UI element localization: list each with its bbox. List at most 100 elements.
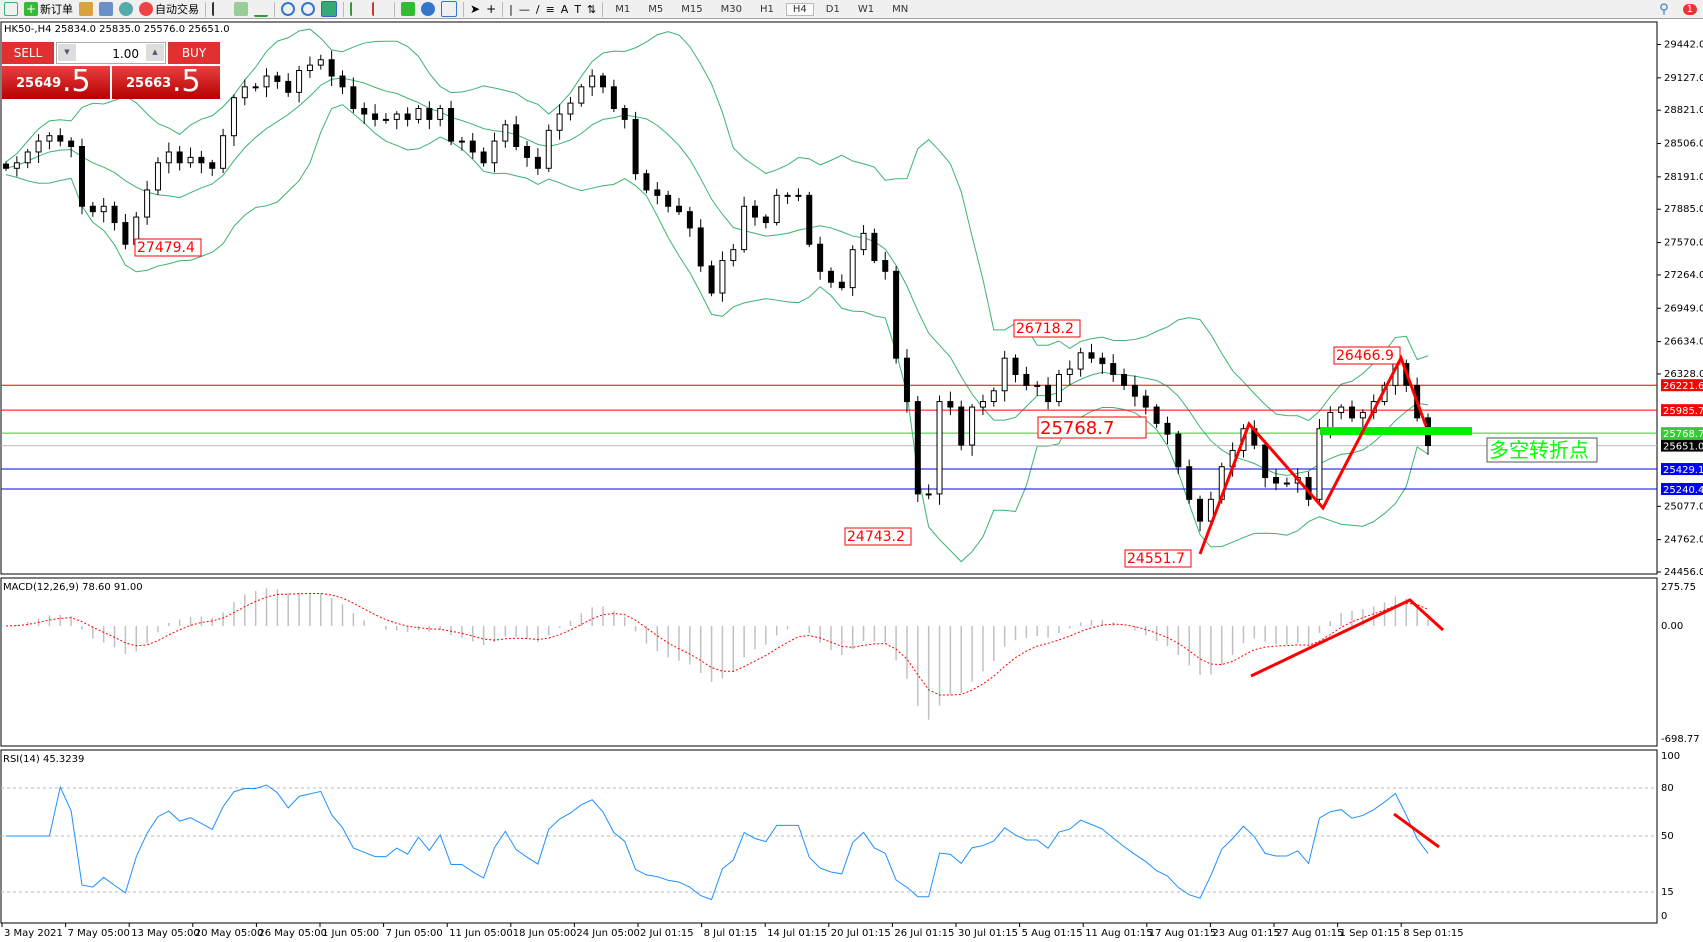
cursor-icon[interactable]: ➤ <box>470 2 481 16</box>
new-order-label: 新订单 <box>40 3 73 16</box>
timeframe-d1[interactable]: D1 <box>825 3 840 15</box>
vertical-line-icon[interactable]: | <box>509 2 513 16</box>
timeframe-m30[interactable]: M30 <box>720 3 742 15</box>
candle <box>1066 360 1073 385</box>
price-label-bg <box>1661 483 1703 496</box>
buy-button[interactable]: BUY <box>168 42 220 64</box>
candle <box>643 169 650 194</box>
timeframe-m5[interactable]: M5 <box>648 3 664 15</box>
candle-body <box>1077 352 1084 370</box>
candle-body <box>1327 411 1334 430</box>
candle-body <box>198 156 205 164</box>
macd-signal-line <box>5 592 1429 696</box>
candle-body <box>1359 411 1366 419</box>
search-icon[interactable]: ⚲ <box>1659 2 1669 17</box>
bollinger-middle <box>5 77 1429 476</box>
signals-icon[interactable] <box>119 2 133 16</box>
crosshair-icon[interactable]: + <box>486 2 497 16</box>
candle-body <box>719 260 726 294</box>
trendline-icon[interactable]: / <box>535 2 540 16</box>
metaeditor-icon[interactable] <box>79 2 93 16</box>
timeframe-h1[interactable]: H1 <box>759 3 774 15</box>
sell-price[interactable]: 25649.5 <box>2 64 110 99</box>
timeframe-m15[interactable]: M15 <box>681 3 703 15</box>
fibonacci-icon[interactable]: ≡ <box>545 2 555 16</box>
candle <box>241 79 248 106</box>
candle-body <box>860 232 867 251</box>
candle-body <box>1153 406 1160 424</box>
zoom-in-icon[interactable] <box>281 2 295 16</box>
rsi-line <box>6 784 1429 901</box>
autoscroll-icon[interactable] <box>350 2 366 16</box>
timeframe-w1[interactable]: W1 <box>857 3 875 15</box>
candle-body <box>502 124 509 142</box>
chart-shift-icon[interactable] <box>372 2 388 16</box>
magnifier-icon[interactable] <box>4 2 18 16</box>
candle <box>100 198 107 223</box>
candle-body <box>24 151 31 164</box>
price-line-label: 25429.1 <box>1663 465 1703 476</box>
sell-button[interactable]: SELL <box>2 42 54 64</box>
price-line-label: 25985.7 <box>1663 406 1703 417</box>
candle <box>676 197 683 215</box>
candle-body <box>458 140 465 143</box>
time-tick-label: 30 Jul 01:15 <box>958 928 1018 939</box>
candle <box>317 54 324 70</box>
candle-body <box>556 113 563 131</box>
timeframe-m1[interactable]: M1 <box>615 3 631 15</box>
periods-icon[interactable] <box>421 2 435 16</box>
candlestick-icon[interactable] <box>234 2 248 16</box>
text-tool-icon[interactable]: A <box>560 2 569 16</box>
toolbar: + 新订单 自动交易 ➤ + | — / ≡ A T ⇅ M1 M5 M15 M3… <box>0 0 1703 19</box>
auto-trading-button[interactable]: 自动交易 <box>139 1 199 17</box>
timeframe-mn[interactable]: MN <box>892 3 909 15</box>
candle-body <box>1012 357 1019 375</box>
price-annotation-box <box>1013 319 1081 338</box>
candle-body <box>361 108 368 115</box>
candle-body <box>1164 422 1171 435</box>
candle <box>578 84 585 107</box>
candle-body <box>806 194 813 245</box>
indicators-icon[interactable] <box>401 2 415 16</box>
rsi-tick-label: 0 <box>1661 911 1667 922</box>
candle <box>1001 350 1008 402</box>
horizontal-line-icon[interactable]: — <box>518 2 530 16</box>
candle <box>68 137 75 158</box>
line-chart-icon[interactable] <box>254 1 268 17</box>
price-annotation: 24551.7 <box>1127 551 1185 567</box>
candle-body <box>220 135 227 169</box>
price-line-label: 25768.7 <box>1663 429 1703 440</box>
arrows-icon[interactable]: ⇅ <box>587 2 597 16</box>
candle-body <box>708 265 715 294</box>
candle <box>1034 381 1041 396</box>
bar-chart-icon[interactable] <box>212 2 228 16</box>
templates-icon[interactable] <box>441 1 457 17</box>
candle-body <box>914 401 921 495</box>
candle <box>404 107 411 127</box>
candle-body <box>893 270 900 359</box>
terminal-icon[interactable] <box>99 2 113 16</box>
price-tick-label: 26634.0 <box>1664 337 1703 348</box>
price-annotation: 25768.7 <box>1040 418 1114 439</box>
candle-body <box>1131 384 1138 397</box>
zoom-out-icon[interactable] <box>301 2 315 16</box>
price-tick-label: 28821.0 <box>1664 105 1703 116</box>
candle-body <box>621 108 628 120</box>
price-tick-label: 24456.0 <box>1664 567 1703 578</box>
candle-body <box>545 129 552 169</box>
tile-windows-icon[interactable] <box>321 1 337 17</box>
price-annotation: 27479.4 <box>137 240 195 256</box>
new-order-button[interactable]: + 新订单 <box>24 1 73 17</box>
buy-price[interactable]: 25663.5 <box>112 64 220 99</box>
lot-size-input[interactable]: 1.00 <box>56 42 166 64</box>
text-label-icon[interactable]: T <box>574 2 582 16</box>
main-pane-frame <box>0 21 1658 575</box>
lot-increase-icon[interactable]: ▲ <box>146 44 164 61</box>
timeframe-h4[interactable]: H4 <box>785 2 814 16</box>
time-tick-label: 17 Aug 01:15 <box>1149 928 1216 939</box>
notifications-badge[interactable]: 1 <box>1682 4 1697 15</box>
price-tick-label: 28191.0 <box>1664 172 1703 183</box>
bollinger-lower <box>5 104 1429 563</box>
lot-decrease-icon[interactable]: ▼ <box>58 44 76 61</box>
